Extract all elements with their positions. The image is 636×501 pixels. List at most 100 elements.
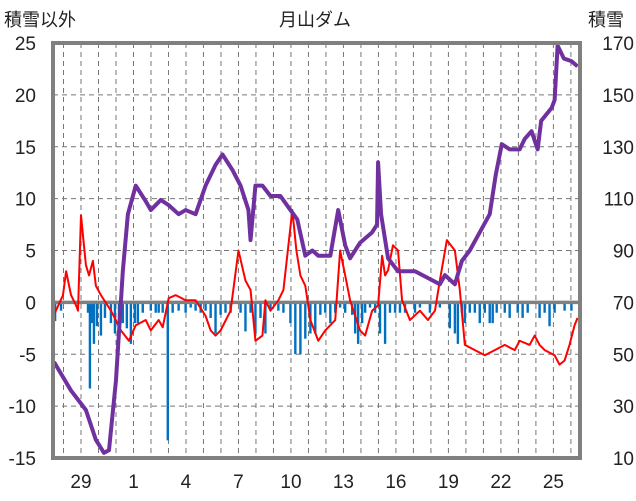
precip-bar [259, 302, 262, 318]
precip-bar [324, 302, 327, 313]
left-tick-label: 5 [25, 242, 36, 263]
left-tick-label: 10 [15, 190, 36, 211]
x-tick-label: 19 [438, 472, 459, 493]
right-tick-label: 170 [602, 34, 634, 55]
precip-bar [368, 302, 372, 308]
precip-bar [468, 302, 471, 313]
precip-bar [453, 302, 457, 334]
left-tick-label: 0 [25, 293, 36, 314]
precip-bar [277, 302, 280, 311]
x-tick-label: 10 [280, 472, 301, 493]
snow-depth-line [52, 43, 579, 455]
precip-bar [526, 302, 529, 313]
x-tick-label: 22 [490, 472, 511, 493]
x-tick-label: 29 [70, 472, 91, 493]
precip-bar [495, 302, 498, 313]
precip-bar [428, 302, 432, 313]
x-tick-label: 7 [233, 472, 244, 493]
x-tick-label: 1 [128, 472, 139, 493]
right-tick-label: 10 [613, 449, 634, 470]
precip-bar [92, 302, 96, 344]
precip-bar [319, 302, 322, 315]
x-tick-label: 25 [543, 472, 564, 493]
precip-bar [204, 302, 207, 311]
precip-bar [177, 302, 180, 311]
left-tick-label: 20 [15, 86, 36, 107]
precip-bar [329, 302, 332, 324]
precip-bar [521, 302, 524, 318]
precip-bar [304, 302, 307, 339]
precip-bar [363, 302, 367, 313]
precip-bar [90, 302, 94, 324]
precip-bar [136, 302, 140, 324]
precip-bar [224, 302, 227, 313]
precip-bar [538, 302, 541, 318]
precip-bar [360, 302, 364, 324]
precip-bar [294, 302, 297, 355]
right-tick-label: 70 [613, 293, 634, 314]
precip-bar [129, 302, 133, 344]
precip-bar [343, 302, 347, 313]
precip-bar [59, 302, 63, 311]
precip-bar [483, 302, 487, 313]
left-axis-title: 積雪以外 [4, 10, 76, 31]
precip-bar [570, 302, 573, 311]
left-tick-label: 25 [15, 34, 36, 55]
right-tick-label: 50 [613, 345, 634, 366]
precip-bar [95, 302, 99, 327]
precip-bar [86, 302, 90, 313]
precip-bar [133, 302, 137, 324]
right-tick-label: 130 [602, 138, 634, 159]
precip-bar [239, 302, 242, 313]
precip-bar [289, 302, 292, 324]
precip-bar [264, 302, 267, 334]
right-tick-label: 30 [613, 397, 634, 418]
precip-bar [488, 302, 491, 324]
precip-bar [473, 302, 477, 313]
precip-bar [398, 302, 402, 313]
precip-bar [563, 302, 566, 311]
precip-bar [338, 302, 342, 308]
precip-bar [149, 302, 153, 311]
precip-bar [508, 302, 511, 318]
precip-bar [154, 302, 157, 313]
right-axis-title: 積雪 [588, 10, 624, 31]
precip-bar [553, 302, 556, 313]
right-tick-label: 90 [613, 242, 634, 263]
precip-bar [161, 302, 164, 313]
temperature-line [53, 209, 579, 366]
right-tick-label: 110 [604, 190, 634, 211]
precip-bar [184, 302, 187, 313]
precip-bar [157, 302, 160, 313]
precip-bar [418, 302, 422, 308]
x-tick-label: 4 [181, 472, 192, 493]
precip-bar [103, 302, 107, 318]
precip-bar [543, 302, 546, 313]
precip-bar [99, 302, 103, 336]
precip-bar [516, 302, 519, 313]
precip-bar [269, 302, 272, 311]
precip-bar [299, 302, 302, 355]
precip-bar [314, 302, 317, 334]
left-tick-label: -5 [19, 345, 36, 366]
precip-bar [244, 302, 247, 332]
precip-bar [194, 302, 197, 311]
precip-bar [388, 302, 392, 313]
precip-bar [171, 302, 174, 313]
precip-bar [383, 302, 387, 344]
right-tick-label: 150 [602, 86, 634, 107]
precip-bar [463, 302, 467, 324]
precip-bar [378, 302, 382, 334]
precip-bar [438, 302, 442, 308]
x-tick-label: 13 [333, 472, 354, 493]
precip-bar [503, 302, 506, 313]
x-tick-label: 16 [385, 472, 406, 493]
precip-bar [189, 302, 192, 308]
precip-bar [125, 302, 129, 329]
precip-bar [166, 302, 169, 441]
precip-bar [88, 302, 92, 389]
precip-bar [478, 302, 481, 324]
precip-bar [249, 302, 252, 313]
left-tick-label: 15 [15, 138, 36, 159]
